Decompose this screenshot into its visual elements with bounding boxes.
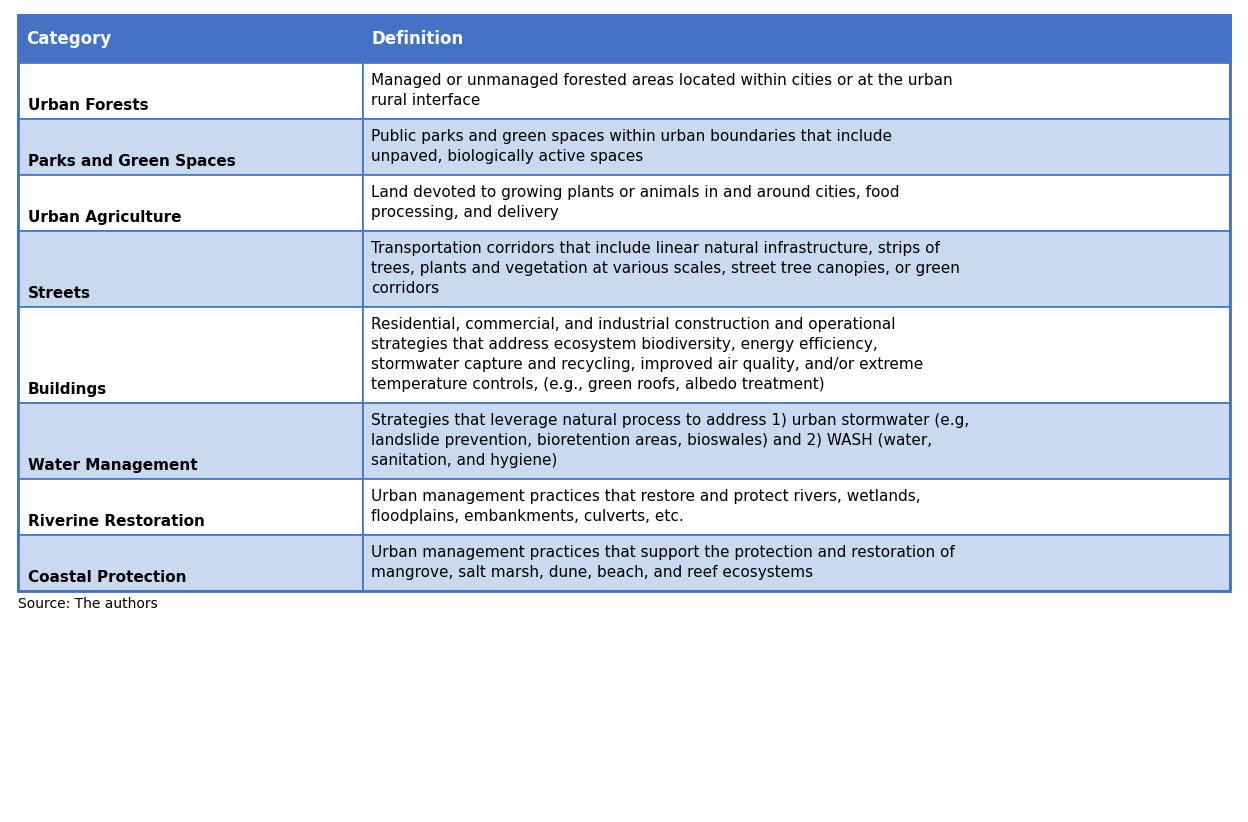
Text: sanitation, and hygiene): sanitation, and hygiene)	[372, 453, 558, 468]
Text: Category: Category	[26, 30, 111, 48]
Text: Riverine Restoration: Riverine Restoration	[27, 515, 205, 529]
Text: Buildings: Buildings	[27, 382, 107, 397]
Text: Land devoted to growing plants or animals in and around cities, food: Land devoted to growing plants or animal…	[372, 185, 900, 200]
Text: Streets: Streets	[27, 286, 91, 302]
Text: Managed or unmanaged forested areas located within cities or at the urban: Managed or unmanaged forested areas loca…	[372, 73, 953, 88]
Bar	[363, 63, 1231, 119]
Text: Definition: Definition	[372, 30, 464, 48]
Text: temperature controls, (e.g., green roofs, albedo treatment): temperature controls, (e.g., green roofs…	[372, 377, 825, 392]
Text: processing, and delivery: processing, and delivery	[372, 205, 559, 220]
Bar	[363, 231, 1231, 307]
Text: Transportation corridors that include linear natural infrastructure, strips of: Transportation corridors that include li…	[372, 241, 940, 256]
Text: Urban Forests: Urban Forests	[27, 99, 149, 113]
Bar	[363, 175, 1231, 231]
Text: landslide prevention, bioretention areas, bioswales) and 2) WASH (water,: landslide prevention, bioretention areas…	[372, 433, 932, 448]
Bar	[363, 479, 1231, 535]
Text: Water Management: Water Management	[27, 459, 197, 473]
Text: strategies that address ecosystem biodiversity, energy efficiency,: strategies that address ecosystem biodiv…	[372, 337, 879, 352]
Text: stormwater capture and recycling, improved air quality, and/or extreme: stormwater capture and recycling, improv…	[372, 357, 924, 372]
Text: Public parks and green spaces within urban boundaries that include: Public parks and green spaces within urb…	[372, 129, 892, 144]
Text: Strategies that leverage natural process to address 1) urban stormwater (e.g,: Strategies that leverage natural process…	[372, 413, 970, 428]
Bar	[17, 231, 363, 307]
Bar	[363, 307, 1231, 403]
Text: Urban Agriculture: Urban Agriculture	[27, 210, 181, 225]
Text: Parks and Green Spaces: Parks and Green Spaces	[27, 155, 236, 169]
Text: corridors: corridors	[372, 281, 439, 296]
Bar	[363, 535, 1231, 591]
Bar	[363, 403, 1231, 479]
Text: Coastal Protection: Coastal Protection	[27, 570, 186, 585]
Text: unpaved, biologically active spaces: unpaved, biologically active spaces	[372, 149, 644, 164]
Text: trees, plants and vegetation at various scales, street tree canopies, or green: trees, plants and vegetation at various …	[372, 261, 960, 276]
Bar	[17, 479, 363, 535]
Bar	[17, 63, 363, 119]
Bar	[17, 15, 1231, 63]
Text: mangrove, salt marsh, dune, beach, and reef ecosystems: mangrove, salt marsh, dune, beach, and r…	[372, 565, 814, 580]
Text: Urban management practices that restore and protect rivers, wetlands,: Urban management practices that restore …	[372, 489, 921, 504]
Bar	[17, 535, 363, 591]
Bar	[17, 15, 1231, 591]
Bar	[17, 119, 363, 175]
Text: Source: The authors: Source: The authors	[17, 597, 157, 611]
Bar	[17, 175, 363, 231]
Bar	[17, 403, 363, 479]
Text: rural interface: rural interface	[372, 93, 480, 108]
Text: floodplains, embankments, culverts, etc.: floodplains, embankments, culverts, etc.	[372, 509, 684, 524]
Text: Urban management practices that support the protection and restoration of: Urban management practices that support …	[372, 545, 955, 560]
Bar	[17, 307, 363, 403]
Bar	[363, 119, 1231, 175]
Text: Residential, commercial, and industrial construction and operational: Residential, commercial, and industrial …	[372, 317, 896, 332]
